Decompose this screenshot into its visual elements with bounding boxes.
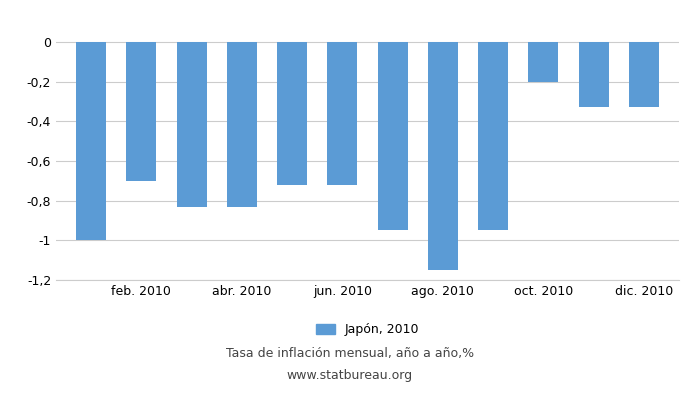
Bar: [528, 42, 559, 82]
Bar: [578, 42, 609, 107]
Legend: Japón, 2010: Japón, 2010: [311, 318, 424, 342]
Bar: [227, 42, 257, 206]
Bar: [428, 42, 458, 270]
Text: www.statbureau.org: www.statbureau.org: [287, 370, 413, 382]
Text: Tasa de inflación mensual, año a año,%: Tasa de inflación mensual, año a año,%: [226, 348, 474, 360]
Bar: [377, 42, 407, 230]
Bar: [328, 42, 358, 185]
Bar: [478, 42, 508, 230]
Bar: [277, 42, 307, 185]
Bar: [176, 42, 206, 206]
Bar: [126, 42, 157, 181]
Bar: [76, 42, 106, 240]
Bar: [629, 42, 659, 107]
